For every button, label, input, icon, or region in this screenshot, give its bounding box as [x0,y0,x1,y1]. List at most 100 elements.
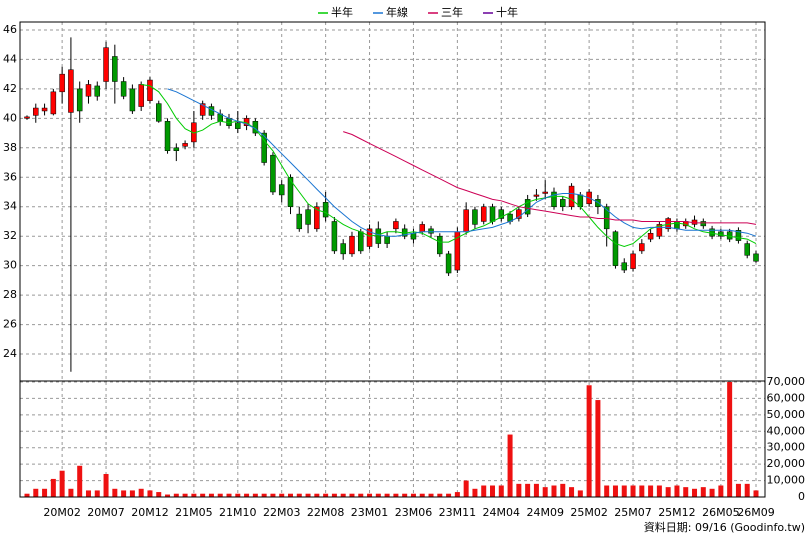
candle-body [340,243,346,255]
volume-bar [261,493,267,497]
x-tick-label: 20M02 [43,506,81,519]
volume-bar [244,493,250,497]
candle-body [551,191,557,207]
volume-bar [165,494,171,497]
volume-bar [191,493,197,497]
volume-bar [437,493,443,497]
volume-bar [24,493,30,497]
x-tick-label: 20M12 [131,506,169,519]
y-tick-label: 30 [3,259,17,272]
candle-body [41,107,48,112]
volume-bar [727,381,733,497]
volume-bar [533,483,539,497]
volume-bar [753,490,759,497]
ma-line [167,88,757,237]
volume-bar [472,488,478,497]
y-tick-label: 24 [3,347,17,360]
volume-bar [85,490,91,497]
candle-body [445,253,452,274]
volume-bar [77,465,83,497]
candle-body [647,232,654,240]
candle-body [155,103,162,122]
volume-bar [569,487,575,497]
volume-bar [50,478,56,497]
volume-bar [182,493,188,497]
volume-bar [340,493,346,497]
volume-bar [393,493,399,497]
volume-bar [270,493,276,497]
y-tick-label: 0 [798,490,805,503]
candle-body [235,122,241,129]
candle-body [639,243,645,252]
y-tick-label: 20,000 [767,457,806,470]
marks-layer [24,37,759,497]
volume-bar [296,493,302,497]
candle-body [437,235,443,255]
candle-body [182,143,188,147]
candle-body [76,88,83,112]
candle-body [147,79,153,101]
volume-bar [59,470,65,497]
candle-body [94,85,101,97]
candle-body [419,224,425,233]
volume-bar [173,493,179,497]
candle-body [533,194,540,197]
candle-body [621,262,628,271]
candle-body [173,147,180,152]
x-tick-label: 20M07 [87,506,125,519]
volume-bar [656,485,662,497]
volume-bar [331,493,337,497]
legend-label: 三年 [441,5,463,19]
volume-bar [498,485,504,497]
candle-body [349,235,355,255]
volume-bar [490,485,496,497]
candle-body [393,221,399,230]
footnote: 資料日期: 09/16 (Goodinfo.tw) [644,520,805,534]
candle-body [270,154,276,193]
volume-bar [156,492,162,497]
candle-body [428,228,434,234]
volume-bar [226,493,232,497]
volume-bar [577,490,583,497]
candle-body [700,221,707,227]
volume-bar [621,485,627,497]
candle-body [410,232,417,240]
y-tick-label: 38 [3,141,17,154]
volume-bar [349,493,355,497]
candle-body [164,121,171,152]
volume-bar [129,490,135,497]
volume-bar [612,485,618,497]
y-tick-label: 42 [3,82,17,95]
candle-body [287,177,294,207]
y-tick-label: 36 [3,170,17,183]
volume-bar [375,493,381,497]
candle-body [120,81,127,97]
volume-bar [463,480,469,497]
y-tick-label: 44 [3,52,17,65]
y-tick-label: 40 [3,111,17,124]
candle-body [129,88,136,112]
volume-bar [639,485,645,497]
candle-body [103,47,109,82]
volume-bar [551,485,557,497]
volume-bar [692,488,698,497]
volume-bar [112,488,118,497]
volume-bar [542,487,548,497]
volume-bar [604,485,610,497]
volume-bar [428,493,434,497]
candle-body [595,199,601,207]
candle-body [612,231,619,266]
volume-bar [367,493,373,497]
candle-body [322,202,329,218]
y-tick-label: 60,000 [767,391,806,404]
volume-bar [410,493,416,497]
candle-body [568,185,575,207]
volume-bar [138,488,144,497]
candle-body [366,228,373,247]
volume-bar [630,485,636,497]
volume-bar [454,492,460,497]
volume-bar [68,488,74,497]
volume-bar [683,487,689,497]
y-tick-label: 10,000 [767,474,806,487]
candle-body [50,91,57,115]
